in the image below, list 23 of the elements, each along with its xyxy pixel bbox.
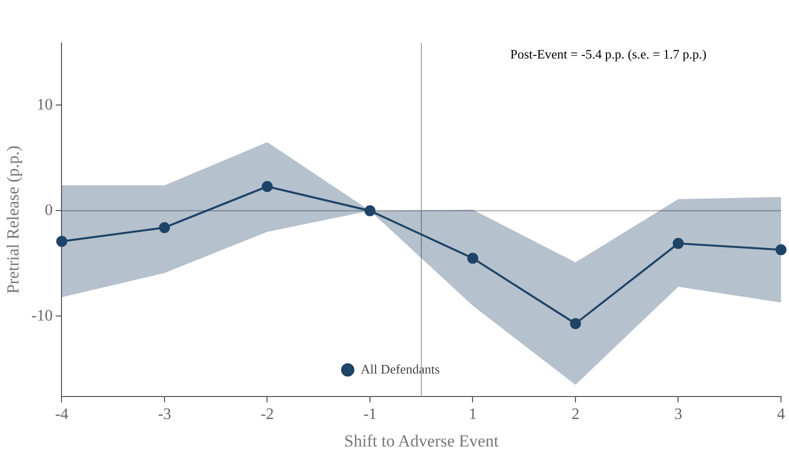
point [776,244,786,256]
point [467,252,478,264]
legend-label: All Defendants [360,361,440,376]
point [56,236,68,247]
y-tick-label: -10 [31,307,53,324]
point [364,205,376,216]
annotation: Post-Event = -5.4 p.p. (s.e. = 1.7 p.p.) [510,46,707,62]
x-tick-label: 2 [571,406,580,424]
point [570,318,581,330]
x-tick-label: 1 [468,406,477,424]
x-tick-label: -4 [55,406,68,424]
x-tick-label: -2 [260,406,274,424]
x-tick-label: 3 [674,406,682,424]
x-tick-label: 4 [777,406,785,424]
point [262,180,273,192]
point [672,238,684,249]
y-axis-title: Pretrial Release (p.p.) [4,146,23,294]
x-tick-label: -1 [363,406,377,424]
y-tick-label: 0 [44,202,53,219]
x-axis-title: Shift to Adverse Event [344,431,499,450]
point [158,222,170,234]
x-tick-label: -3 [158,406,172,424]
y-tick-label: 10 [36,96,53,114]
